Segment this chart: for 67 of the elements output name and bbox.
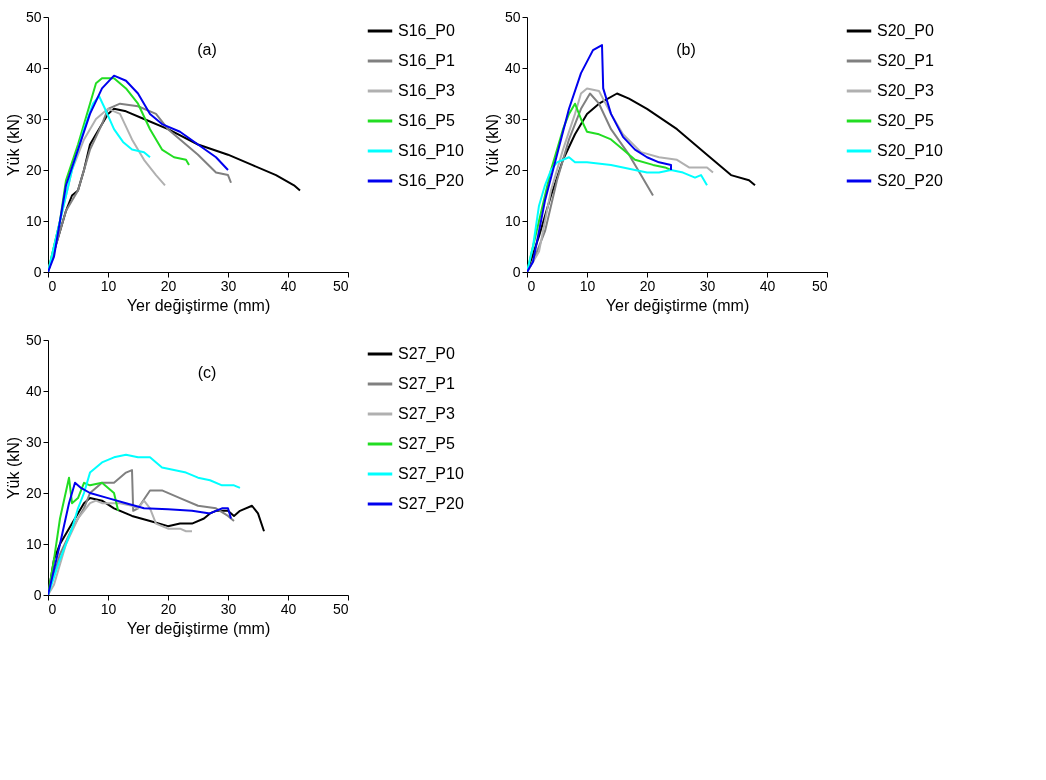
legend-label: S16_P10 (398, 142, 464, 160)
legend-label: S20_P3 (877, 82, 935, 100)
y-tick-label: 50 (504, 8, 521, 25)
legend-label: S27_P3 (398, 405, 456, 423)
x-axis-title: Yer değiştirme (mm) (605, 296, 750, 314)
y-tick-label: 40 (25, 59, 42, 76)
y-tick-label: 30 (504, 110, 521, 127)
y-axis-title: Yük (kN) (4, 113, 22, 177)
legend-label: S27_P1 (398, 375, 456, 393)
y-tick-label: 0 (33, 263, 42, 280)
y-tick-label: 50 (25, 331, 42, 348)
y-tick-label: 0 (512, 263, 521, 280)
y-tick-label: 50 (25, 8, 42, 25)
x-tick-label: 50 (332, 277, 349, 294)
x-tick-label: 10 (579, 277, 596, 294)
x-tick-label: 0 (48, 600, 57, 617)
legend-label: S20_P1 (877, 52, 935, 70)
y-tick-label: 20 (25, 161, 42, 178)
x-tick-label: 20 (160, 600, 177, 617)
annotation: (c) (197, 364, 217, 382)
x-axis-title: Yer değiştirme (mm) (126, 296, 271, 314)
legend-label: S16_P3 (398, 82, 456, 100)
y-tick-label: 20 (25, 484, 42, 501)
legend-label: S16_P20 (398, 172, 464, 190)
line-series (527, 44, 672, 272)
legend-label: S20_P0 (877, 22, 935, 40)
x-tick-label: 10 (100, 277, 117, 294)
annotation: (a) (197, 41, 217, 59)
legend-label: S16_P1 (398, 52, 456, 70)
x-tick-label: 0 (527, 277, 536, 294)
legend-label: S27_P10 (398, 465, 464, 483)
y-tick-label: 10 (504, 212, 521, 229)
y-tick-label: 40 (25, 382, 42, 399)
legend-label: S20_P10 (877, 142, 943, 160)
legend-label: S20_P5 (877, 112, 935, 130)
y-tick-label: 40 (504, 59, 521, 76)
x-tick-label: 20 (160, 277, 177, 294)
legend-label: S27_P20 (398, 495, 464, 513)
x-tick-label: 30 (220, 277, 237, 294)
line-series (48, 499, 193, 595)
y-tick-label: 30 (25, 433, 42, 450)
line-series (48, 74, 229, 272)
y-tick-label: 10 (25, 212, 42, 229)
x-tick-label: 50 (811, 277, 828, 294)
x-axis-title: Yer değiştirme (mm) (126, 619, 271, 637)
legend-label: S20_P20 (877, 172, 943, 190)
x-tick-label: 20 (639, 277, 656, 294)
legend-label: S27_P5 (398, 435, 456, 453)
y-tick-label: 0 (33, 586, 42, 603)
y-axis-title: Yük (kN) (4, 436, 22, 500)
y-tick-label: 30 (25, 110, 42, 127)
x-tick-label: 50 (332, 600, 349, 617)
line-series (527, 156, 708, 272)
y-axis-title: Yük (kN) (483, 113, 501, 177)
y-tick-label: 20 (504, 161, 521, 178)
x-tick-label: 40 (280, 277, 297, 294)
legend-label: S27_P0 (398, 345, 456, 363)
x-tick-label: 0 (48, 277, 57, 294)
y-tick-label: 10 (25, 535, 42, 552)
x-tick-label: 30 (699, 277, 716, 294)
x-tick-label: 40 (759, 277, 776, 294)
x-tick-label: 10 (100, 600, 117, 617)
x-tick-label: 40 (280, 600, 297, 617)
annotation: (b) (676, 41, 696, 59)
legend-label: S16_P0 (398, 22, 456, 40)
x-tick-label: 30 (220, 600, 237, 617)
legend-label: S16_P5 (398, 112, 456, 130)
